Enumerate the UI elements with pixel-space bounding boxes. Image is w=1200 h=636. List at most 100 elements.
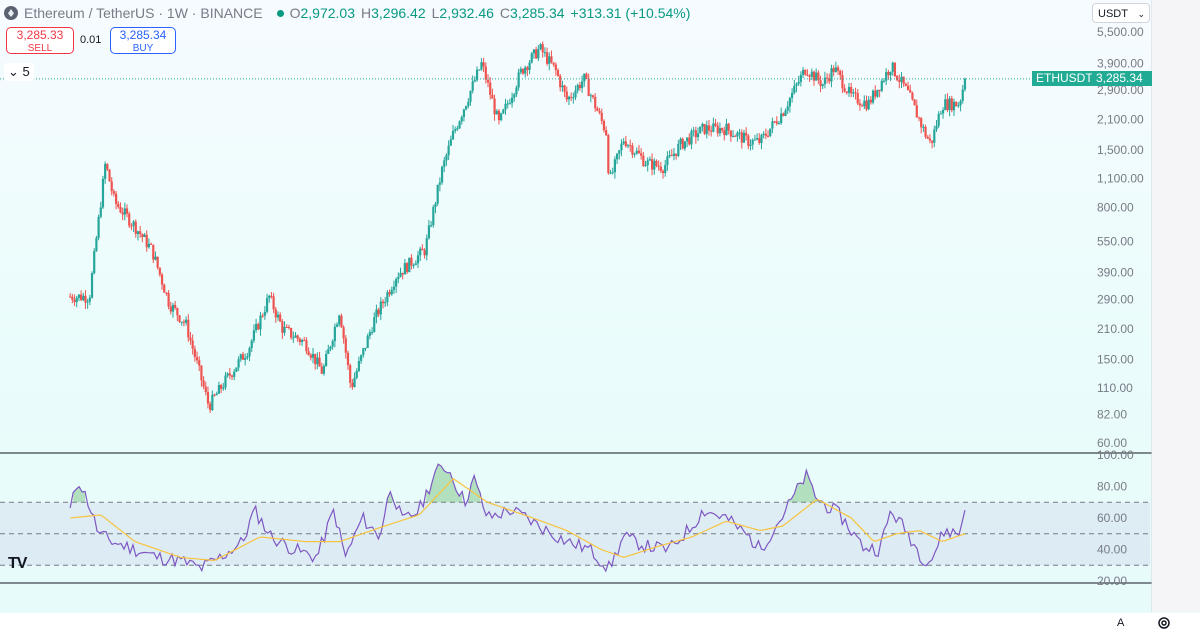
- candle: [742, 129, 746, 143]
- candle: [204, 381, 207, 396]
- candle: [828, 73, 831, 85]
- candle: [694, 126, 697, 144]
- candle-body: [416, 255, 420, 264]
- candle-body: [307, 351, 310, 356]
- candle: [325, 350, 328, 367]
- candle-body: [539, 44, 542, 49]
- symbol-label: ETHUSDT: [1032, 71, 1097, 86]
- symbol-title[interactable]: Ethereum / TetherUS · 1W · BINANCE: [24, 5, 263, 21]
- candle-body: [955, 101, 958, 107]
- auto-scale-button[interactable]: A: [1117, 617, 1125, 629]
- candle: [749, 139, 752, 151]
- candle: [653, 158, 656, 175]
- candle: [250, 339, 253, 353]
- candle: [292, 331, 295, 343]
- candle-body: [447, 145, 450, 156]
- candle-body: [819, 80, 822, 87]
- time-scale[interactable]: [0, 613, 1200, 636]
- candle: [320, 362, 323, 375]
- candle: [112, 189, 116, 197]
- candle-body: [834, 67, 837, 73]
- candle-body: [467, 101, 470, 107]
- candle-body: [747, 135, 750, 146]
- candle-body: [871, 90, 875, 103]
- candle: [475, 66, 479, 82]
- candle-body: [401, 272, 404, 275]
- candle-body: [432, 207, 435, 226]
- candle-body: [906, 85, 910, 90]
- indicators-toggle[interactable]: ⌄ 5: [4, 63, 34, 81]
- candle-body: [123, 208, 126, 215]
- candle: [449, 135, 452, 146]
- open-key: O: [289, 5, 301, 21]
- candle: [493, 94, 496, 121]
- candle-body: [703, 123, 706, 134]
- candle: [845, 90, 848, 95]
- candle-body: [624, 141, 627, 147]
- rsi-line: [69, 463, 966, 573]
- candle-body: [727, 123, 730, 131]
- candle-body: [436, 184, 439, 204]
- candle: [513, 92, 516, 102]
- candle-body: [661, 170, 665, 173]
- candle: [633, 152, 636, 158]
- candle-body: [149, 243, 153, 245]
- candle: [559, 74, 562, 92]
- candle-body: [163, 284, 166, 293]
- candle: [565, 86, 568, 103]
- candle: [760, 133, 763, 150]
- candle-body: [101, 178, 105, 208]
- candle-body: [180, 321, 183, 323]
- candle: [510, 92, 514, 108]
- candle: [576, 83, 579, 94]
- candle: [664, 159, 667, 177]
- rsi-tick-label: 40.00: [1097, 543, 1127, 557]
- candle-body: [554, 64, 557, 71]
- candle: [149, 242, 153, 245]
- tradingview-logo-icon[interactable]: TV: [8, 555, 27, 572]
- candle: [683, 141, 687, 151]
- candle-body: [340, 315, 343, 328]
- candle: [924, 124, 927, 139]
- candle-body: [388, 292, 391, 295]
- candle: [263, 306, 266, 320]
- candle: [430, 220, 433, 228]
- price-scale-panel[interactable]: [1152, 0, 1200, 612]
- buy-button[interactable]: 3,285.34 BUY: [110, 27, 176, 54]
- candle: [707, 119, 711, 136]
- candle-body: [611, 172, 614, 174]
- candle-body: [591, 95, 595, 98]
- candle: [171, 302, 175, 318]
- candle: [832, 65, 835, 77]
- candle: [388, 289, 391, 297]
- candle: [909, 84, 912, 93]
- candle: [887, 69, 890, 80]
- currency-select[interactable]: USDT ⌄: [1092, 3, 1150, 23]
- candle: [147, 238, 151, 249]
- candle: [69, 293, 72, 298]
- candle: [725, 118, 728, 136]
- market-open-icon: [276, 9, 284, 17]
- candle-body: [843, 88, 846, 92]
- candle-body: [904, 83, 907, 86]
- candle-body: [920, 118, 923, 128]
- candle: [209, 401, 212, 414]
- candle: [714, 118, 717, 128]
- candle: [412, 263, 415, 269]
- candle: [917, 116, 921, 122]
- candle: [609, 169, 612, 175]
- legend-header: Ethereum / TetherUS · 1W · BINANCE O 2,97…: [0, 0, 690, 26]
- candle: [545, 47, 549, 66]
- gear-icon[interactable]: [1155, 614, 1173, 632]
- candle: [174, 300, 177, 310]
- sell-button[interactable]: 3,285.33 SELL: [6, 27, 74, 54]
- candle: [648, 156, 652, 161]
- price-tick-label: 290.00: [1097, 293, 1134, 307]
- sell-label: SELL: [27, 43, 53, 54]
- candle: [125, 204, 129, 218]
- candle: [90, 271, 94, 299]
- candle-body: [889, 71, 892, 76]
- price-tick-label: 60.00: [1097, 436, 1127, 450]
- candle-body: [462, 109, 466, 118]
